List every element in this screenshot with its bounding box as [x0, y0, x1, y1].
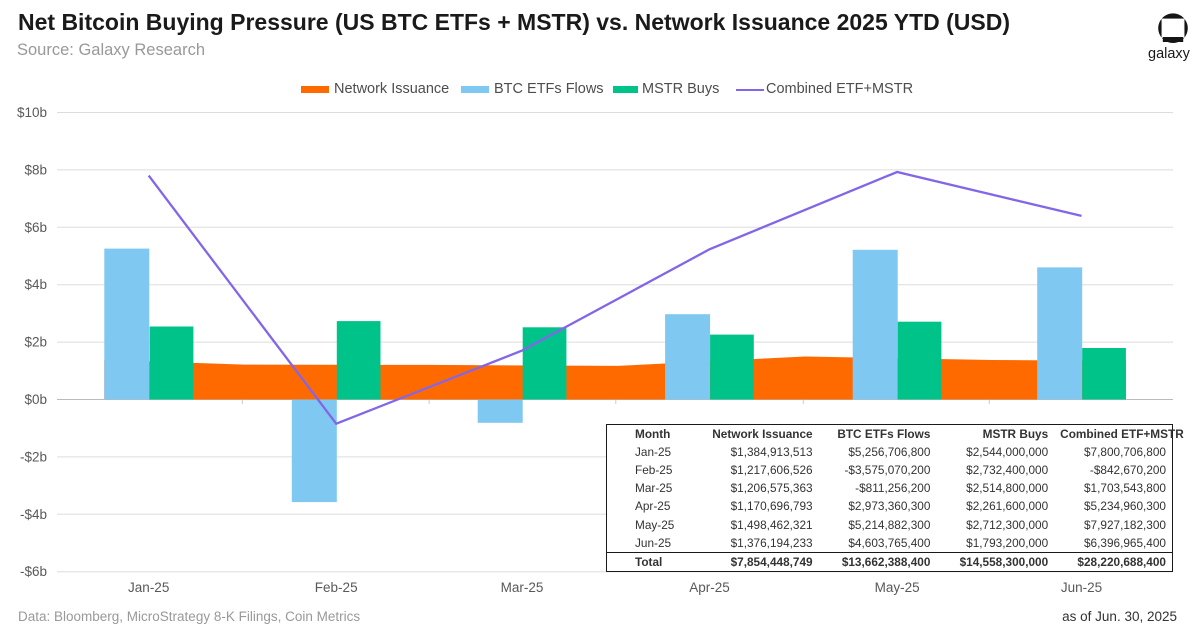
- svg-text:$10b: $10b: [17, 105, 47, 120]
- svg-text:$6b: $6b: [24, 220, 47, 235]
- svg-text:Apr-25: Apr-25: [689, 580, 730, 595]
- svg-text:-$4b: -$4b: [20, 507, 47, 522]
- svg-text:$2b: $2b: [24, 335, 47, 350]
- svg-text:-$2b: -$2b: [20, 449, 47, 464]
- svg-text:-$6b: -$6b: [20, 564, 47, 579]
- svg-text:$8b: $8b: [24, 162, 47, 177]
- svg-text:$4b: $4b: [24, 277, 47, 292]
- svg-text:Jun-25: Jun-25: [1061, 580, 1102, 595]
- svg-text:May-25: May-25: [875, 580, 920, 595]
- svg-text:Jan-25: Jan-25: [128, 580, 169, 595]
- svg-text:Feb-25: Feb-25: [315, 580, 358, 595]
- svg-text:Mar-25: Mar-25: [501, 580, 544, 595]
- svg-text:$0b: $0b: [24, 392, 47, 407]
